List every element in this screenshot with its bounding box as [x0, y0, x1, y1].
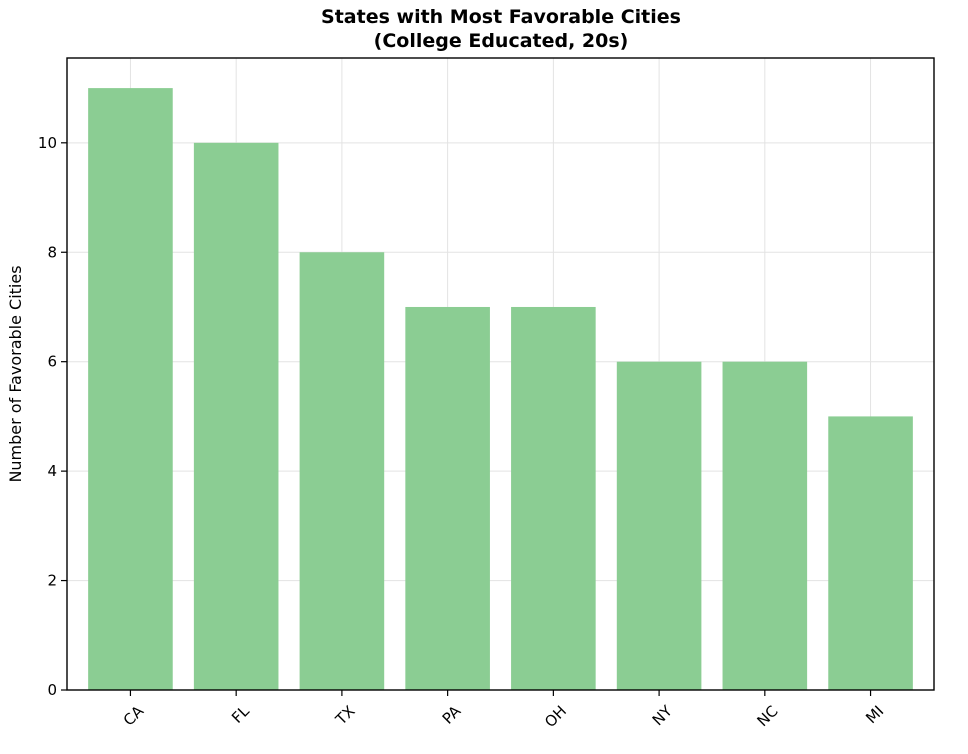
bar-pa	[405, 306, 490, 690]
bar-fl	[193, 142, 279, 691]
chart-title-line-1: States with Most Favorable Cities	[321, 6, 681, 28]
x-tick-label: MI	[862, 702, 887, 727]
bar-tx	[299, 252, 385, 690]
x-tick-label: OH	[541, 702, 570, 731]
y-tick-label: 8	[47, 243, 57, 261]
y-axis-label: Number of Favorable Cities	[6, 265, 25, 482]
bar-ny	[616, 361, 702, 690]
y-tick-label: 2	[47, 572, 57, 590]
chart-title-line-2: (College Educated, 20s)	[374, 30, 629, 52]
x-tick-label: FL	[228, 702, 253, 727]
bar-mi	[828, 416, 913, 690]
bar-nc	[722, 361, 808, 690]
x-tick-label: NY	[649, 701, 677, 729]
bar-oh	[511, 306, 596, 690]
bars	[88, 88, 913, 691]
x-axis-ticks: CA FL TX PA OH NY NC MI	[120, 690, 887, 731]
y-tick-label: 10	[38, 134, 57, 152]
plot-frame	[66, 57, 935, 691]
y-tick-label: 4	[47, 462, 57, 480]
y-tick-label: 6	[47, 353, 57, 371]
x-tick-label: TX	[331, 702, 358, 729]
x-tick-label: CA	[120, 702, 148, 730]
x-tick-label: NC	[754, 702, 782, 730]
y-tick-label: 0	[47, 681, 57, 699]
y-axis-ticks: 0 2 4 6 8 10	[38, 134, 67, 699]
x-tick-label: PA	[439, 702, 465, 728]
bar-ca	[88, 88, 173, 691]
